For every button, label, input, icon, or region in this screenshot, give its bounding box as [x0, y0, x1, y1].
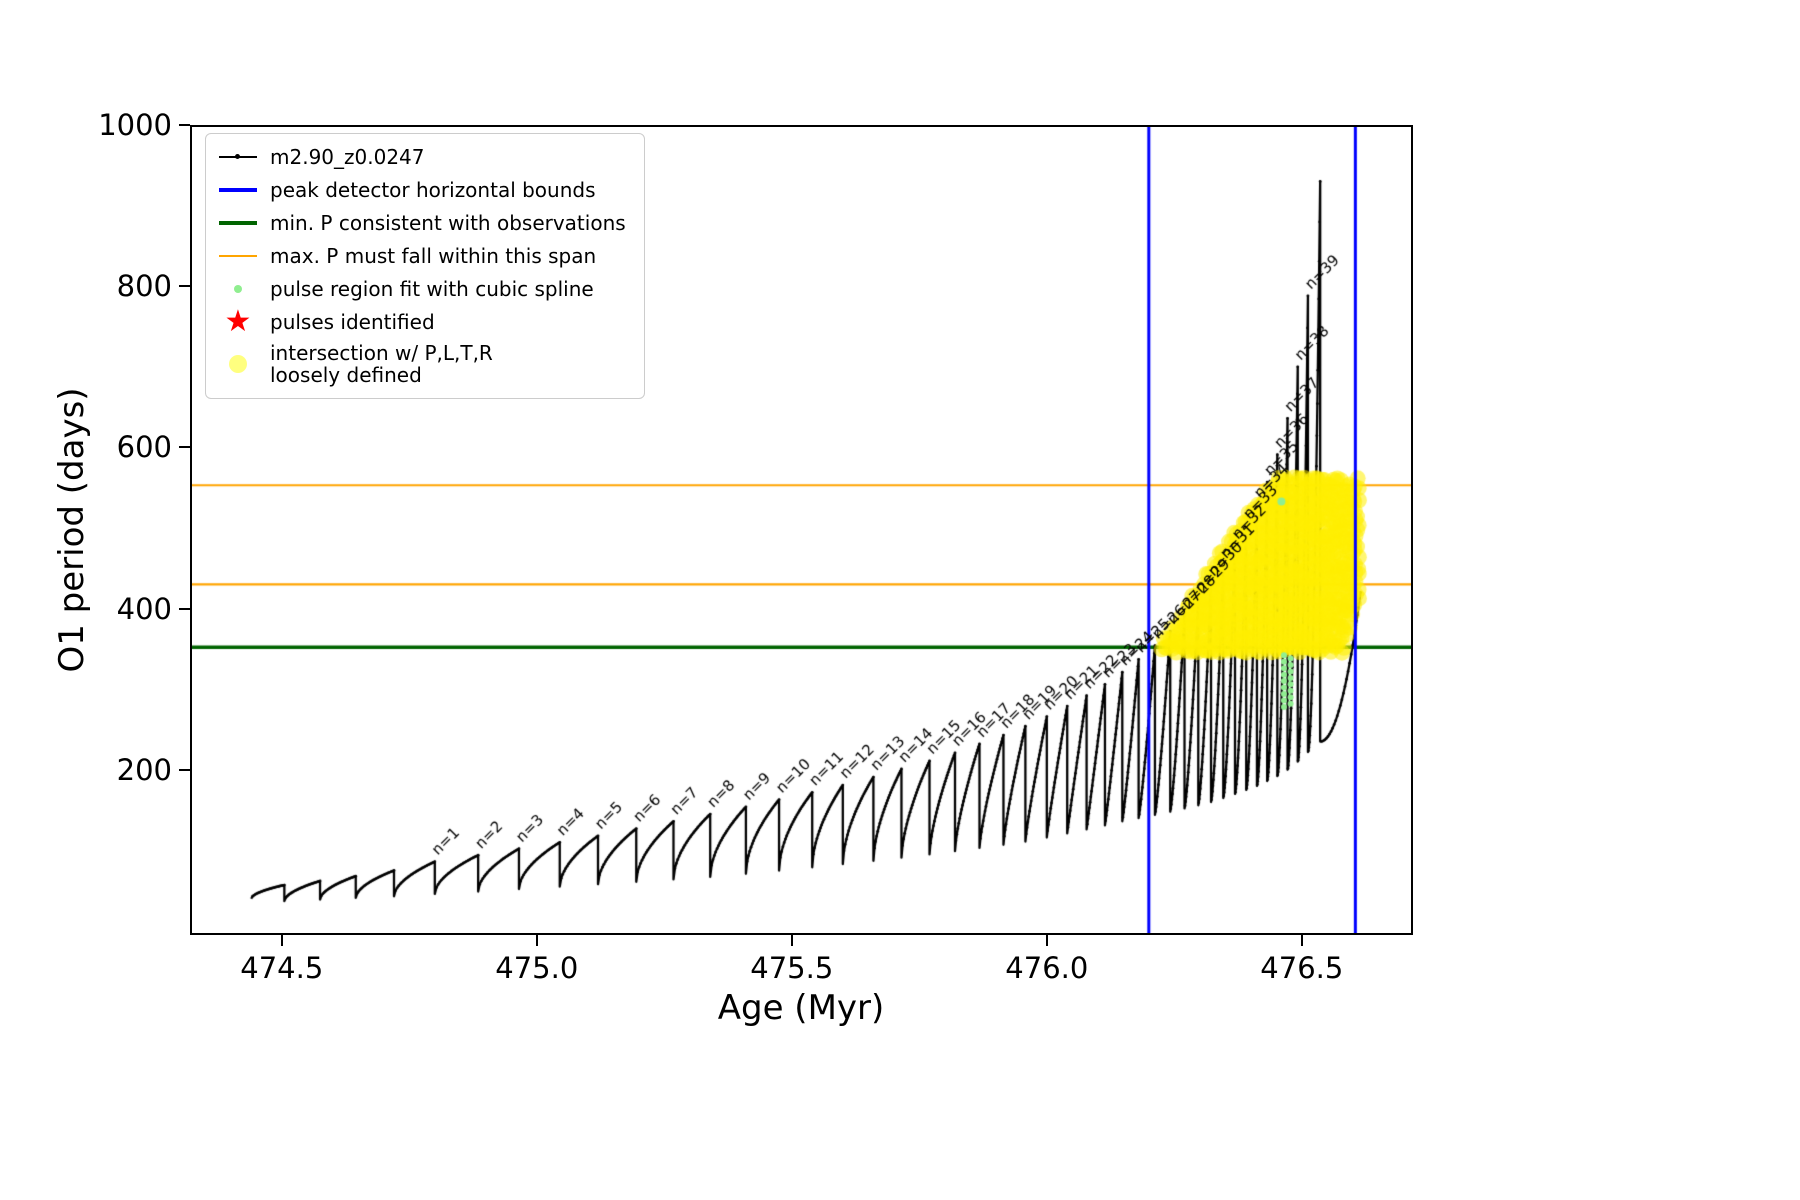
legend-entry-label: min. P consistent with observations	[270, 211, 626, 235]
legend-entry: intersection w/ P,L,T,R loosely defined	[218, 342, 626, 386]
x-tick-label: 475.0	[495, 951, 579, 985]
star-marker-icon: ★	[224, 304, 252, 339]
y-tick-label: 600	[116, 430, 172, 465]
y-tick	[179, 768, 190, 771]
legend-entry: pulse region fit with cubic spline	[218, 276, 626, 302]
legend-entry: m2.90_z0.0247	[218, 144, 626, 170]
series-line-icon	[218, 144, 258, 170]
x-axis-label: Age (Myr)	[717, 988, 885, 1028]
x-tick-label: 476.0	[1005, 951, 1089, 985]
legend-entry: min. P consistent with observations	[218, 210, 626, 236]
y-tick	[179, 607, 190, 610]
legend-entry-label: pulses identified	[270, 310, 435, 334]
legend-entry: ★ pulses identified	[218, 304, 626, 339]
legend-entry-label: m2.90_z0.0247	[270, 145, 425, 169]
x-tick	[1045, 935, 1048, 946]
x-tick	[790, 935, 793, 946]
x-tick	[535, 935, 538, 946]
line-swatch-icon	[218, 210, 258, 236]
y-tick-label: 1000	[98, 108, 172, 142]
y-tick	[179, 446, 190, 449]
dot-marker-icon	[218, 276, 258, 302]
legend-entry: peak detector horizontal bounds	[218, 177, 626, 203]
line-swatch-icon	[218, 243, 258, 269]
legend-entry: max. P must fall within this span	[218, 243, 626, 269]
y-axis-label: O1 period (days)	[52, 387, 92, 673]
y-tick-label: 200	[116, 752, 172, 787]
x-tick	[1300, 935, 1303, 946]
x-tick-label: 474.5	[240, 951, 324, 985]
x-tick-label: 475.5	[750, 951, 834, 985]
legend-entry-label: pulse region fit with cubic spline	[270, 277, 594, 301]
legend-entry-label: peak detector horizontal bounds	[270, 178, 596, 202]
y-tick	[179, 285, 190, 288]
x-tick-label: 476.5	[1260, 951, 1344, 985]
y-tick-label: 400	[116, 591, 172, 626]
y-tick	[179, 124, 190, 126]
legend-entry-label: max. P must fall within this span	[270, 244, 597, 268]
legend-entry-label: intersection w/ P,L,T,R loosely defined	[270, 341, 493, 387]
big-dot-marker-icon	[218, 351, 258, 377]
x-tick	[280, 935, 283, 946]
line-swatch-icon	[218, 177, 258, 203]
y-tick-label: 800	[116, 269, 172, 304]
